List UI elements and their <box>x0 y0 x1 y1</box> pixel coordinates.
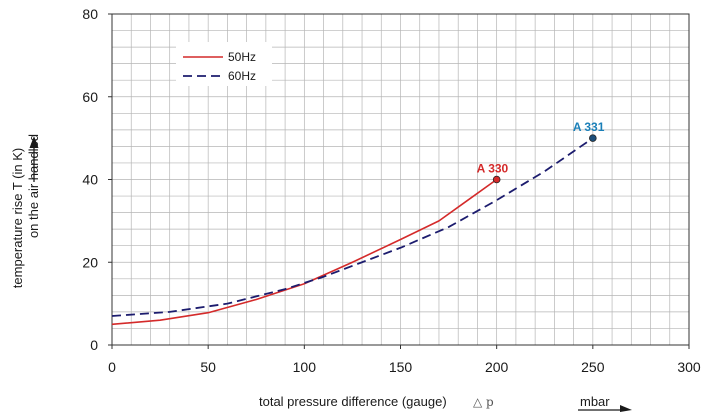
x-axis-ticks: 0 50 100 150 200 250 300 <box>108 345 701 375</box>
x-tick-label: 100 <box>293 359 317 375</box>
y-axis-ticks: 0 20 40 60 80 <box>82 6 112 353</box>
legend-label-60hz: 60Hz <box>228 69 256 83</box>
y-tick-label: 0 <box>90 337 98 353</box>
x-axis-label: total pressure difference (gauge) <box>259 394 447 409</box>
x-tick-label: 300 <box>677 359 701 375</box>
legend-label-50hz: 50Hz <box>228 50 256 64</box>
y-axis-arrow-icon <box>29 136 39 182</box>
series-line-60hz <box>111 137 594 317</box>
x-tick-label: 200 <box>485 359 509 375</box>
y-tick-label: 20 <box>82 254 98 270</box>
x-axis-symbol: p <box>486 395 494 409</box>
y-axis-label-line1: temperature rise T (in K) <box>10 148 25 288</box>
x-tick-label: 150 <box>389 359 413 375</box>
annotation-label: A 331 <box>573 120 605 134</box>
legend-box <box>176 42 272 86</box>
series-layer <box>111 137 594 326</box>
x-tick-label: 0 <box>108 359 116 375</box>
annotation-label: A 330 <box>477 162 509 176</box>
series-line-50hz <box>111 178 498 326</box>
annotation-marker <box>492 175 501 184</box>
x-axis-unit: mbar <box>580 394 610 409</box>
delta-icon: △ <box>473 395 483 409</box>
x-tick-label: 250 <box>581 359 605 375</box>
y-tick-label: 40 <box>82 172 98 188</box>
x-axis-arrow-icon <box>578 405 632 412</box>
y-axis-label-line2: on the air handled <box>26 134 41 238</box>
x-tick-label: 50 <box>200 359 216 375</box>
annotation-layer: A 330 A 331 <box>477 120 605 184</box>
y-tick-label: 80 <box>82 6 98 22</box>
y-tick-label: 60 <box>82 89 98 105</box>
legend: 50Hz 60Hz <box>176 42 272 86</box>
annotation-marker <box>589 134 597 142</box>
